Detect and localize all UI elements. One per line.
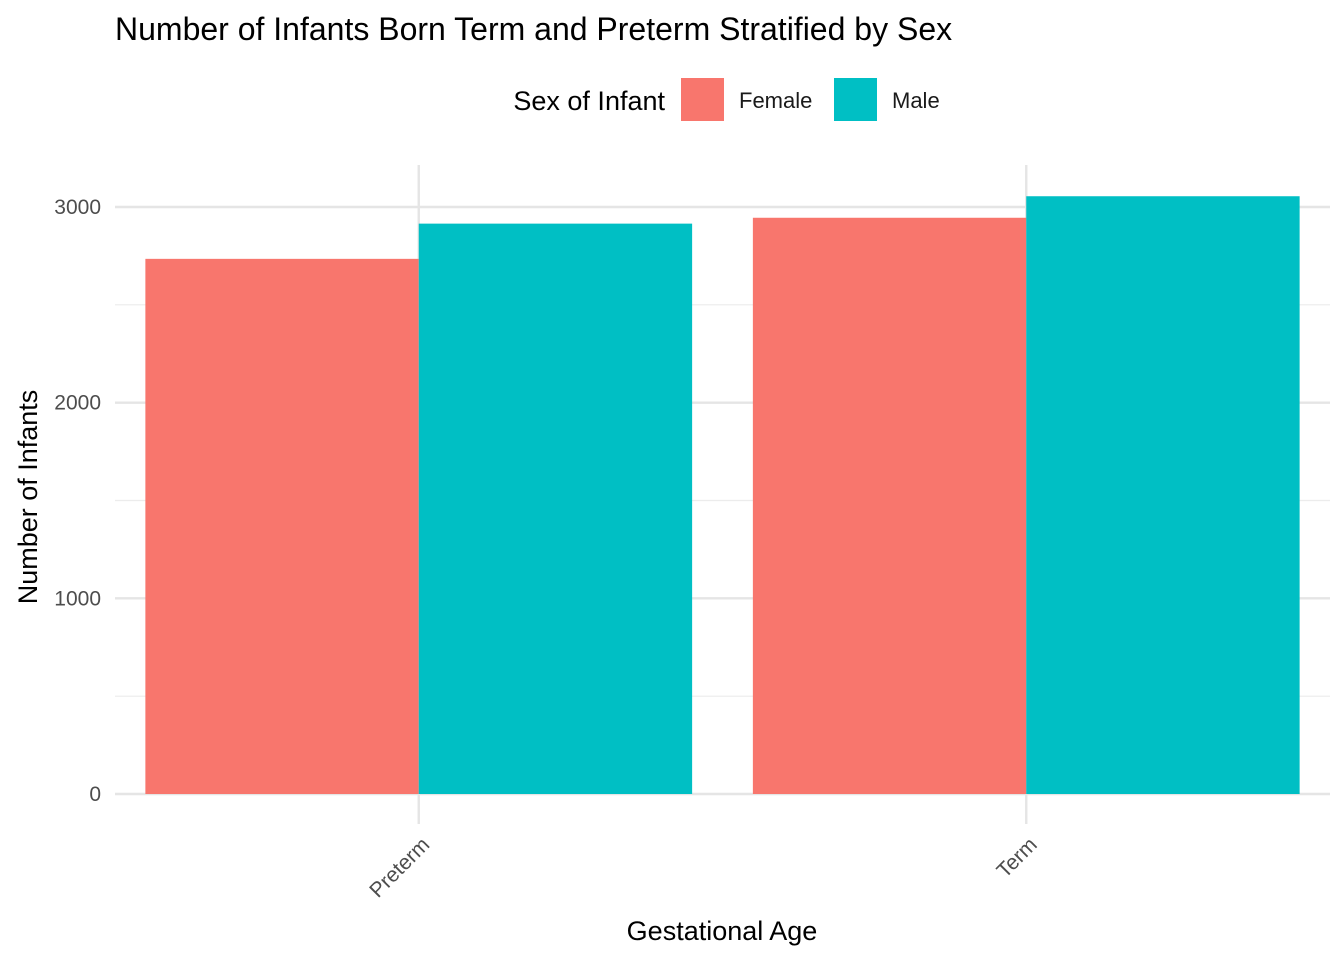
- legend-title: Sex of Infant: [513, 86, 665, 116]
- legend: Sex of Infant Female Male: [513, 78, 940, 121]
- x-axis-title: Gestational Age: [627, 916, 818, 946]
- y-tick-label: 2000: [54, 392, 101, 415]
- y-axis-ticks: 0 1000 2000 3000: [54, 196, 101, 806]
- bar-female-term: [752, 217, 1027, 795]
- x-tick-label: Term: [993, 833, 1042, 882]
- legend-label-male: Male: [892, 88, 940, 113]
- bar-male-term: [1026, 196, 1300, 794]
- y-tick-label: 1000: [54, 587, 101, 610]
- chart-title: Number of Infants Born Term and Preterm …: [115, 11, 952, 47]
- legend-key-female: [681, 78, 724, 121]
- x-tick-label: Preterm: [365, 833, 434, 902]
- x-axis-ticks: Preterm Term: [365, 833, 1042, 902]
- bar-male-preterm: [418, 223, 693, 795]
- y-axis-title: Number of Infants: [13, 390, 43, 605]
- y-tick-label: 0: [89, 783, 101, 806]
- legend-key-male: [834, 78, 877, 121]
- legend-label-female: Female: [739, 88, 812, 113]
- bars: [145, 196, 1300, 795]
- bar-female-preterm: [145, 258, 419, 794]
- y-tick-label: 3000: [54, 196, 101, 219]
